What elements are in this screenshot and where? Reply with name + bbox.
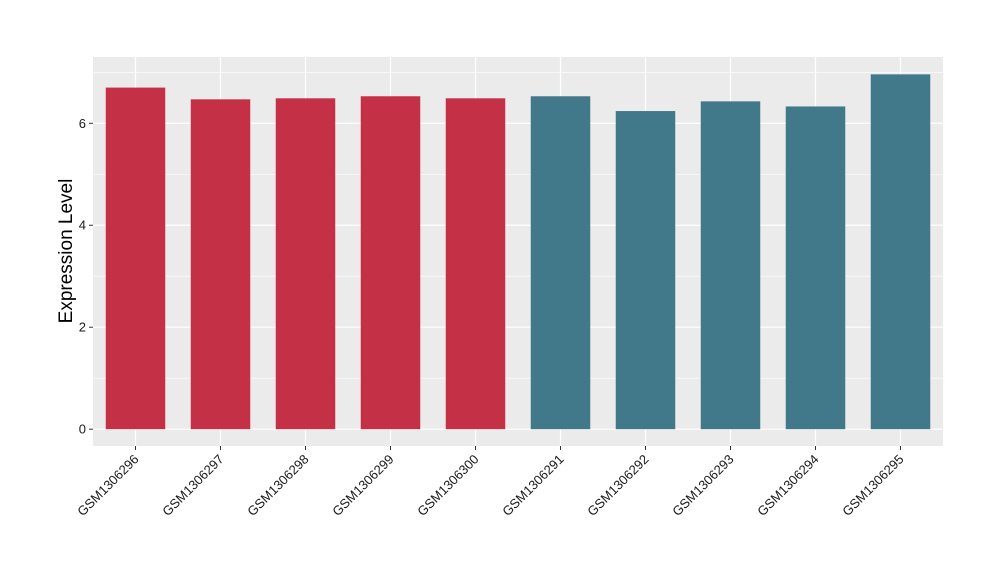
x-tick-label: GSM1306291 <box>499 452 566 519</box>
bar-GSM1306299 <box>360 96 421 430</box>
y-tick-label: 2 <box>79 320 86 335</box>
bar-GSM1306294 <box>785 106 846 430</box>
x-tick-label: GSM1306295 <box>839 452 906 519</box>
x-tick-label: GSM1306300 <box>414 452 481 519</box>
x-tick-label: GSM1306299 <box>329 452 396 519</box>
bar-GSM1306297 <box>190 99 251 430</box>
y-axis: 0 2 4 6 <box>79 116 93 437</box>
x-tick-label: GSM1306292 <box>584 452 651 519</box>
x-tick-label: GSM1306298 <box>244 452 311 519</box>
x-tick-label: GSM1306297 <box>159 452 226 519</box>
x-tick-label: GSM1306293 <box>669 452 736 519</box>
bar-GSM1306292 <box>615 111 676 430</box>
bar-GSM1306295 <box>870 74 931 430</box>
x-tick-label: GSM1306294 <box>754 452 821 519</box>
bar-GSM1306291 <box>530 96 591 430</box>
y-axis-title: Expression Level <box>56 179 77 324</box>
x-tick-label: GSM1306296 <box>74 452 141 519</box>
bar-GSM1306293 <box>700 101 761 430</box>
bars <box>105 74 931 430</box>
x-axis: GSM1306296 GSM1306297 GSM1306298 GSM1306299… <box>74 446 907 519</box>
y-tick-label: 4 <box>79 218 86 233</box>
bar-GSM1306298 <box>275 98 336 430</box>
y-tick-label: 0 <box>79 422 86 437</box>
bar-GSM1306300 <box>445 98 506 430</box>
y-tick-label: 6 <box>79 116 86 131</box>
bar-GSM1306296 <box>105 87 166 430</box>
